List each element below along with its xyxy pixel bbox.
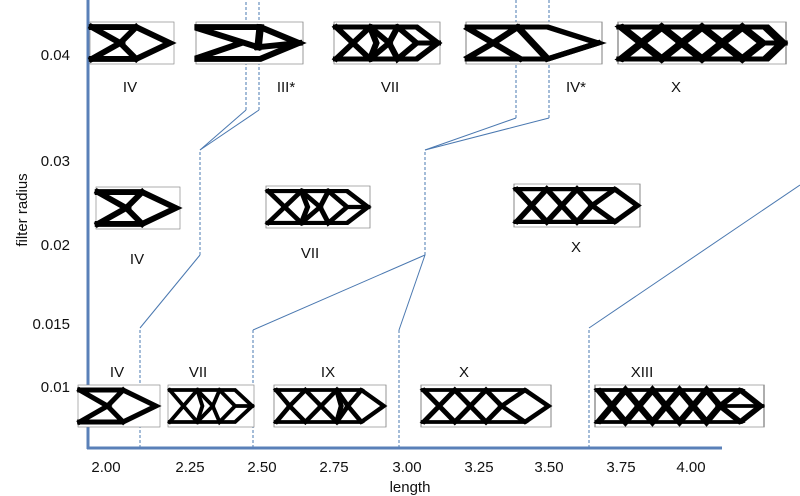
topology-iv-r004 [87,21,177,65]
topology-vii-r001 [166,384,256,428]
x-tick-label: 4.00 [676,459,705,476]
topology-x-mid [512,183,642,228]
boundary-line [199,109,247,151]
topology-label: XIII [631,364,654,381]
topology-iii-star-r004 [194,21,307,65]
x-tick-label: 3.75 [606,459,635,476]
boundary-line [199,109,260,151]
y-tick-labels: 0.04 0.03 0.02 0.015 0.01 [32,47,70,396]
x-tick-label: 2.25 [175,459,204,476]
y-tick-label: 0.04 [41,47,70,64]
topology-iv-mid [93,186,183,230]
x-tick-labels: 2.00 2.25 2.50 2.75 3.00 3.25 3.50 3.75 … [91,459,705,476]
topology-label: X [459,364,469,381]
x-tick-label: 2.00 [91,459,120,476]
topology-label: X [571,239,581,256]
topology-ix-r001 [272,384,388,428]
topology-vii-mid [264,185,372,229]
x-tick-label: 2.50 [247,459,276,476]
topology-x-r004 [614,21,789,65]
y-tick-label: 0.015 [32,316,70,333]
boundary-line [588,184,800,329]
boundary-line [424,117,517,151]
topology-label: VII [301,245,319,262]
topology-label: X [671,79,681,96]
y-tick-label: 0.03 [41,153,70,170]
boundary-line [252,254,426,331]
topology-x-r001 [419,384,553,428]
topology-iv-star-r004 [462,21,607,65]
topology-vii-r004 [331,21,443,65]
y-tick-label: 0.01 [41,379,70,396]
x-tick-label: 2.75 [319,459,348,476]
topology-label: IV [123,79,137,96]
topology-xiii-r001 [593,384,766,428]
topology-label: IV [110,364,124,381]
phase-boundaries [139,0,800,448]
topology-label: VII [189,364,207,381]
topology-label: IX [321,364,335,381]
x-tick-label: 3.25 [464,459,493,476]
topology-iv-r001 [76,384,162,428]
boundary-line [424,117,550,151]
x-axis-title: length [390,479,431,496]
y-axis-title: filter radius [14,173,31,246]
y-tick-label: 0.02 [41,237,70,254]
topology-label: IV [130,251,144,268]
x-tick-label: 3.50 [534,459,563,476]
topology-label: VII [381,79,399,96]
x-tick-label: 3.00 [392,459,421,476]
boundary-line [398,254,426,331]
topology-label: III* [277,79,296,96]
axes [86,0,722,450]
boundary-line [139,254,201,329]
topology-label: IV* [566,79,586,96]
